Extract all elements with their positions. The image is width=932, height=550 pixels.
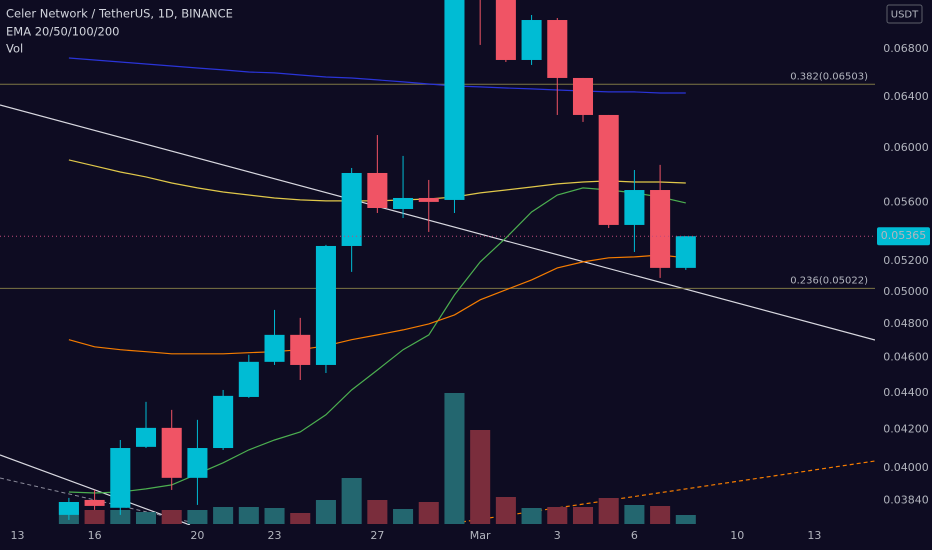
volume-bar	[470, 430, 491, 524]
x-tick-label: 3	[554, 529, 561, 542]
y-tick-label: 0.06400	[883, 90, 929, 103]
volume-bar	[367, 500, 388, 524]
y-tick-label: 0.05000	[883, 285, 929, 298]
plot-area	[0, 0, 875, 525]
level-label: 0.382(0.06503)	[790, 71, 868, 82]
volume-bar	[135, 512, 157, 524]
candle-body	[521, 20, 542, 60]
y-tick-label: 0.04200	[883, 423, 929, 436]
candle-body	[238, 361, 259, 397]
y-tick-label: 0.04400	[883, 386, 929, 399]
volume-bar	[521, 508, 542, 524]
volume-bar	[547, 507, 568, 524]
candle-body	[315, 245, 336, 365]
currency-box	[886, 4, 923, 24]
candle-body	[264, 334, 285, 362]
candle-body	[110, 448, 131, 508]
volume-bar	[161, 510, 182, 524]
candle-body	[213, 395, 234, 449]
candle-body	[572, 77, 594, 115]
candle-body	[367, 172, 388, 208]
x-tick-label: 20	[190, 529, 204, 542]
y-tick-label: 0.05600	[883, 195, 929, 208]
candle-body	[495, 0, 516, 60]
x-tick-label: 23	[268, 529, 282, 542]
volume-bar	[444, 393, 465, 524]
currency-label: USDT	[891, 10, 919, 21]
chart-title: Celer Network / TetherUS, 1D, BINANCE	[6, 7, 233, 21]
candle-body	[135, 427, 157, 447]
volume-bar	[495, 497, 516, 524]
trend-line	[0, 104, 875, 341]
volume-bar	[238, 507, 259, 524]
indicator-label: Vol	[6, 42, 23, 56]
volume-bar	[290, 513, 311, 524]
trend-line	[0, 477, 191, 523]
level-label: 0.236(0.05022)	[790, 275, 868, 286]
candle-body	[547, 20, 568, 78]
candle-body	[84, 499, 105, 506]
y-tick-label: 0.04800	[883, 317, 929, 330]
candle-body	[341, 172, 362, 246]
y-tick-label: 0.05200	[883, 254, 929, 267]
candle-body	[187, 448, 208, 478]
volume-bar	[213, 507, 234, 524]
volume-bar	[84, 510, 105, 524]
y-tick-label: 0.04000	[883, 461, 929, 474]
y-tick-label: 0.06000	[883, 141, 929, 154]
volume-bar	[110, 510, 131, 524]
indicator-label: EMA 20/50/100/200	[6, 25, 120, 39]
x-tick-label: 16	[88, 529, 102, 542]
candle-body	[444, 0, 465, 200]
volume-bar	[650, 506, 671, 524]
y-tick-label: 0.03840	[883, 493, 929, 506]
volume-bar	[418, 502, 439, 524]
volume-bar	[264, 508, 285, 524]
candle-body	[598, 114, 619, 225]
x-tick-label: 10	[730, 529, 744, 542]
volume-bar	[341, 478, 362, 524]
volume-bar	[675, 515, 696, 524]
volume-bar	[598, 498, 619, 524]
ema-line	[68, 254, 686, 355]
candle-body	[393, 197, 414, 209]
volume-bar	[393, 509, 414, 524]
y-tick-label: 0.04600	[883, 351, 929, 364]
volume-bar	[572, 507, 594, 524]
x-tick-label: 13	[807, 529, 821, 542]
x-tick-label: 6	[631, 529, 638, 542]
candle-body	[675, 236, 696, 268]
volume-bar	[315, 500, 336, 524]
x-tick-label: Mar	[470, 529, 491, 542]
last-price-label: 0.05365	[881, 229, 927, 242]
last-price-box	[877, 227, 930, 246]
candle-body	[58, 501, 79, 515]
candle-body	[418, 197, 439, 202]
x-tick-label: 27	[370, 529, 384, 542]
candle-body	[650, 190, 671, 268]
price-axis	[875, 0, 932, 550]
y-tick-label: 0.06800	[883, 42, 929, 55]
candle-body	[290, 334, 311, 365]
volume-bar	[187, 510, 208, 524]
candle-body	[624, 190, 645, 225]
x-tick-label: 13	[10, 529, 24, 542]
candle-body	[161, 427, 182, 478]
volume-bar	[624, 505, 645, 524]
